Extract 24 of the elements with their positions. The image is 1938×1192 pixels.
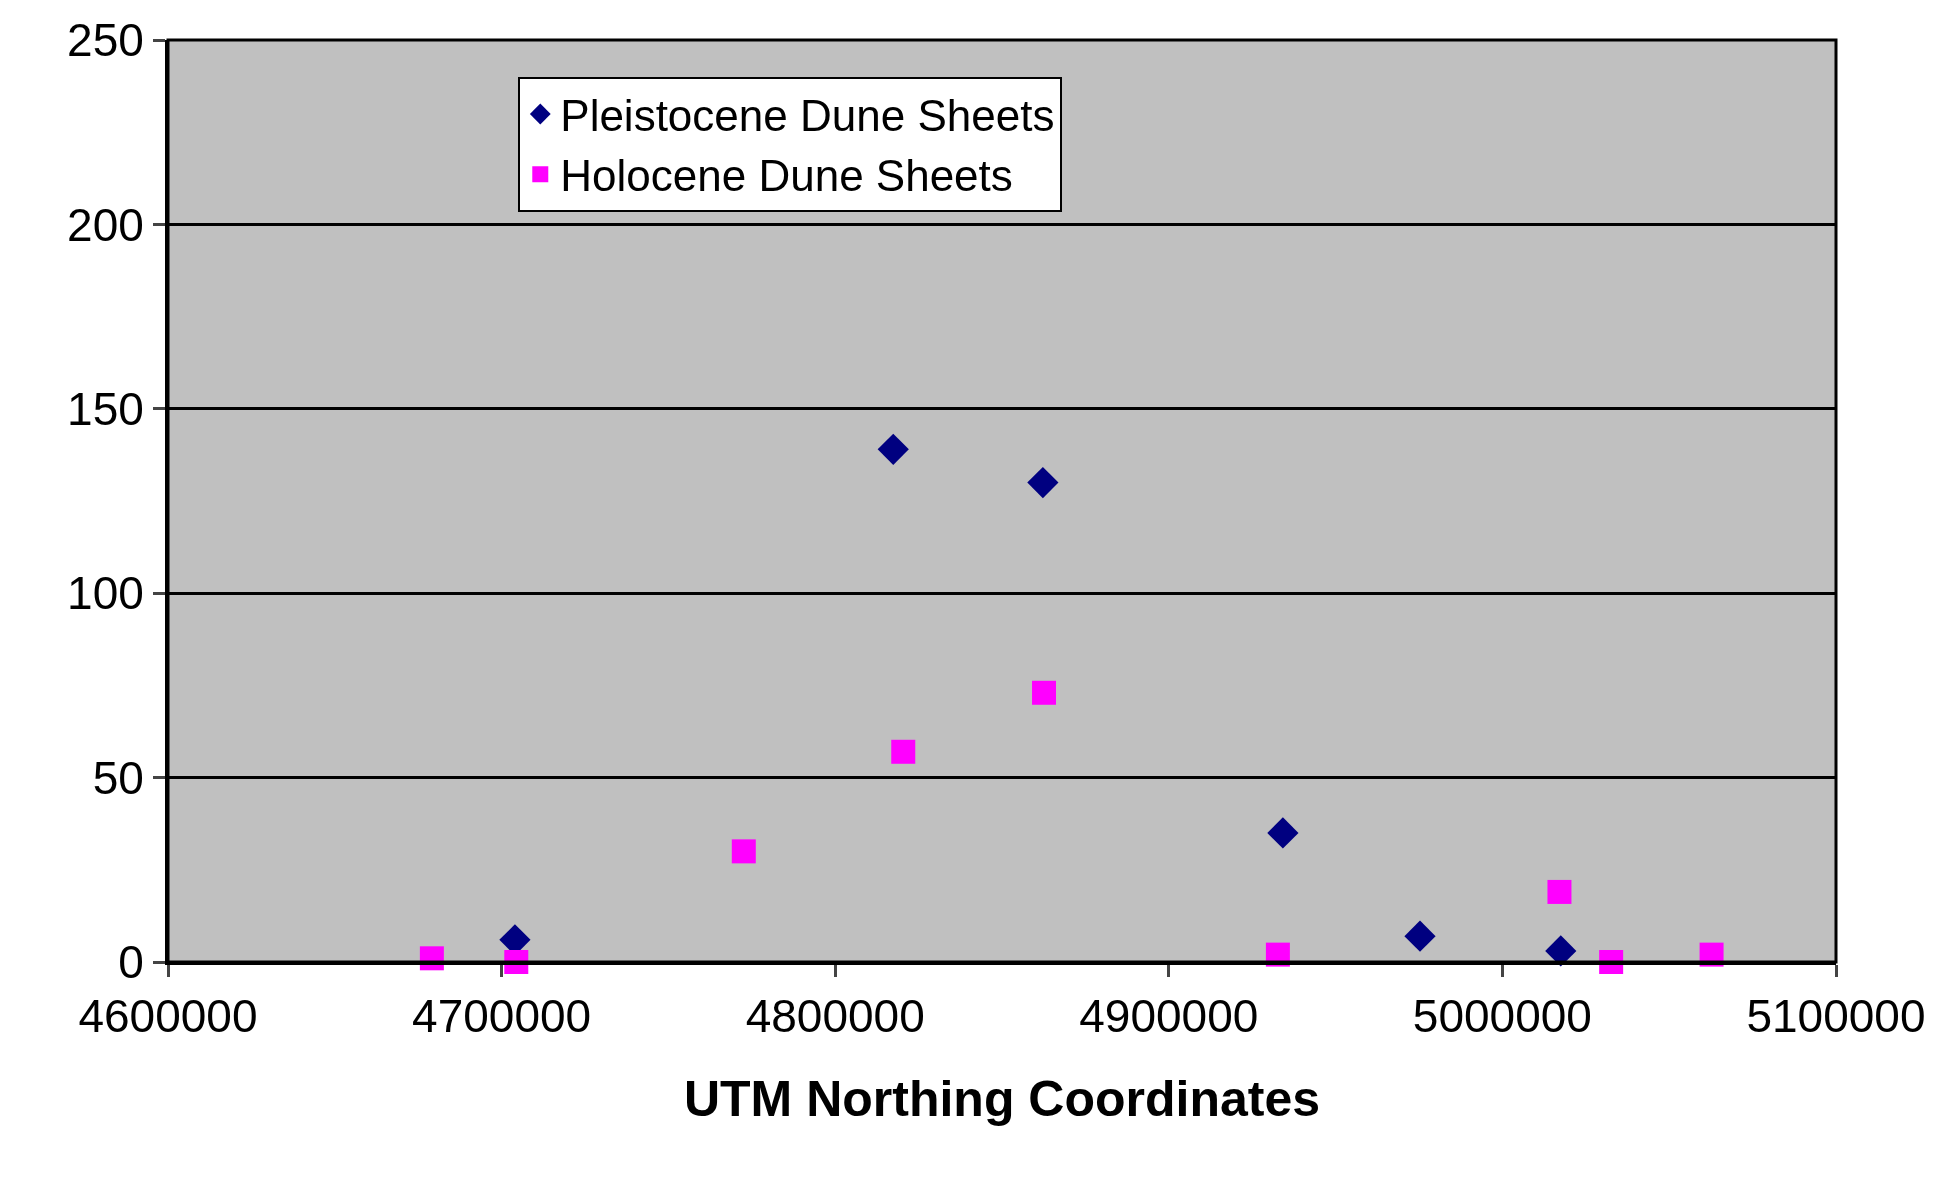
x-tick-label: 5100000 <box>1746 990 1926 1043</box>
y-tick-label: 50 <box>92 751 144 804</box>
point <box>1547 879 1572 904</box>
point <box>877 433 909 465</box>
y-tick-label: 250 <box>67 14 144 67</box>
y-tick-label: 200 <box>67 198 144 251</box>
x-tick-label: 4600000 <box>78 990 258 1043</box>
point <box>731 839 756 864</box>
point <box>1404 920 1436 952</box>
point <box>1032 680 1057 705</box>
y-tick-label: 0 <box>118 936 144 989</box>
legend-label: Pleistocene Dune Sheets <box>560 91 1055 141</box>
x-tick-label: 4800000 <box>745 990 925 1043</box>
point <box>1267 817 1299 849</box>
x-axis-title: UTM Northing Coordinates <box>683 1070 1321 1127</box>
x-tick-label: 5000000 <box>1412 990 1592 1043</box>
y-tick-label: 150 <box>67 382 144 435</box>
y-tick-label: 100 <box>67 567 144 620</box>
legend-label: Holocene Dune Sheets <box>560 151 1013 201</box>
x-tick-label: 4700000 <box>412 990 592 1043</box>
point <box>1545 935 1577 967</box>
x-tick-label: 4900000 <box>1079 990 1259 1043</box>
point <box>1027 466 1059 499</box>
point <box>891 739 916 764</box>
